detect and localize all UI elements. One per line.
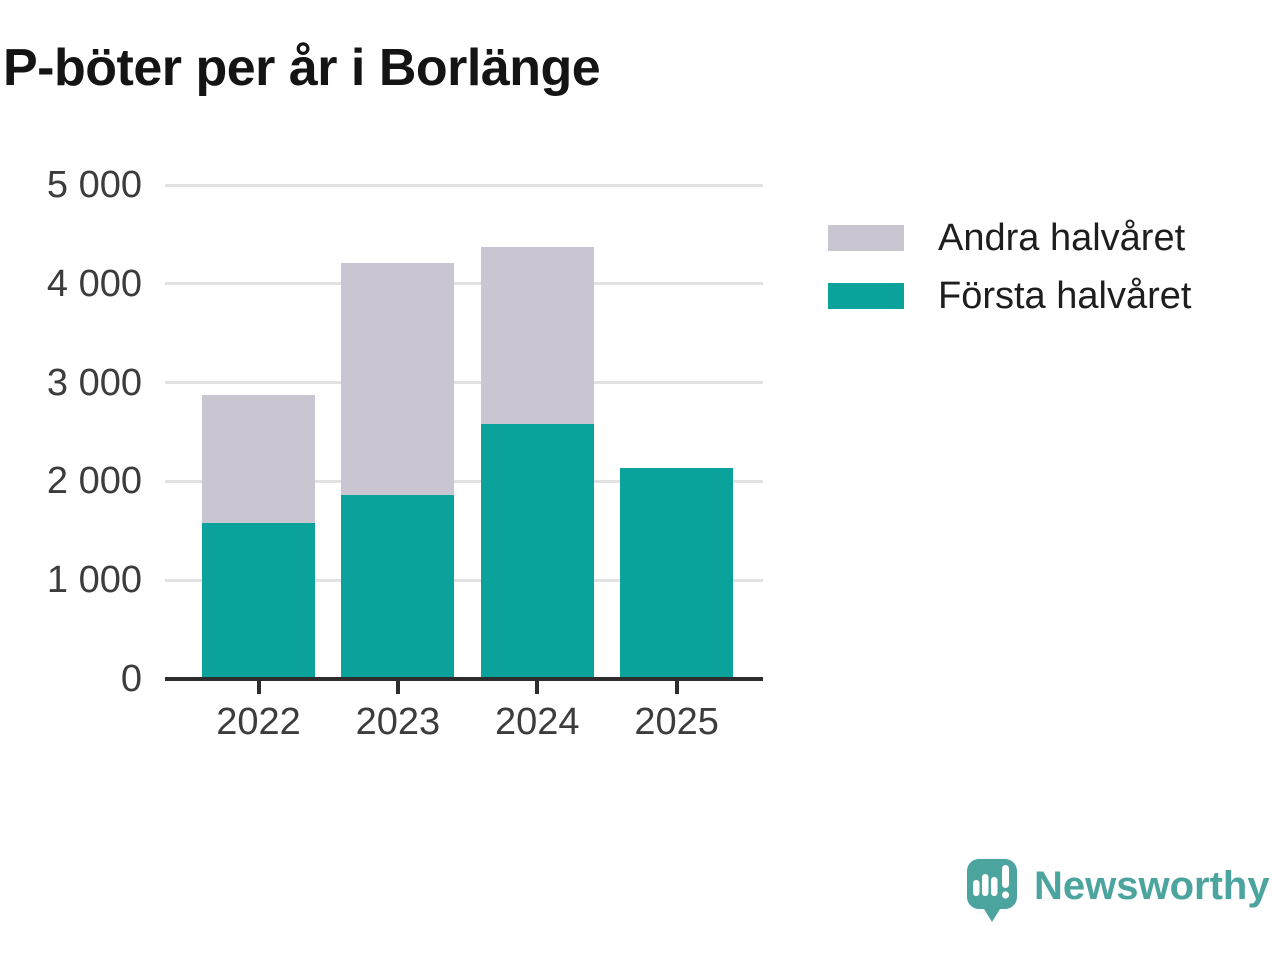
gridline-3000	[165, 381, 763, 385]
legend-item-1: Första halvåret	[828, 275, 1191, 317]
x-tick-2023	[395, 681, 400, 694]
plot-area	[165, 183, 763, 694]
bar-2023-first-half	[341, 495, 455, 679]
x-tick-2024	[535, 681, 540, 694]
bar-2024-second-half	[480, 247, 594, 425]
legend-swatch-1	[828, 283, 904, 309]
legend-item-0: Andra halvåret	[828, 217, 1191, 259]
y-label-2000: 2 000	[46, 460, 142, 503]
x-tick-2025	[674, 681, 679, 694]
legend-label-0: Andra halvåret	[938, 216, 1186, 259]
y-label-0: 0	[120, 658, 142, 700]
gridline-2000	[165, 479, 763, 483]
x-tick-2022	[256, 681, 261, 694]
gridline-5000	[165, 183, 763, 187]
newsworthy-logo-icon	[967, 859, 1017, 922]
x-label-2023: 2023	[355, 701, 441, 743]
y-label-3000: 3 000	[46, 361, 142, 404]
legend-swatch-0	[828, 225, 904, 251]
bar-2023-second-half	[341, 263, 455, 496]
y-label-4000: 4 000	[46, 262, 142, 305]
newsworthy-branding: Newsworthy	[966, 858, 1270, 924]
x-label-2025: 2025	[634, 701, 719, 743]
gridline-4000	[165, 282, 763, 286]
x-label-2024: 2024	[495, 701, 580, 743]
bar-2024-first-half	[480, 424, 594, 679]
bar-2022-first-half	[202, 523, 315, 679]
bar-2022-second-half	[202, 395, 315, 524]
x-label-2022: 2022	[216, 701, 301, 743]
legend: Andra halvåret Första halvåret	[828, 217, 1191, 338]
newsworthy-logo-text: Newsworthy	[1034, 864, 1270, 908]
legend-label-1: Första halvåret	[938, 274, 1192, 317]
gridline-1000	[165, 578, 763, 582]
chart-title: P-böter per år i Borlänge	[3, 39, 601, 97]
x-axis-line	[165, 677, 763, 681]
y-label-1000: 1 000	[46, 559, 142, 602]
bar-2025-first-half	[620, 467, 734, 679]
y-label-5000: 5 000	[46, 164, 142, 206]
